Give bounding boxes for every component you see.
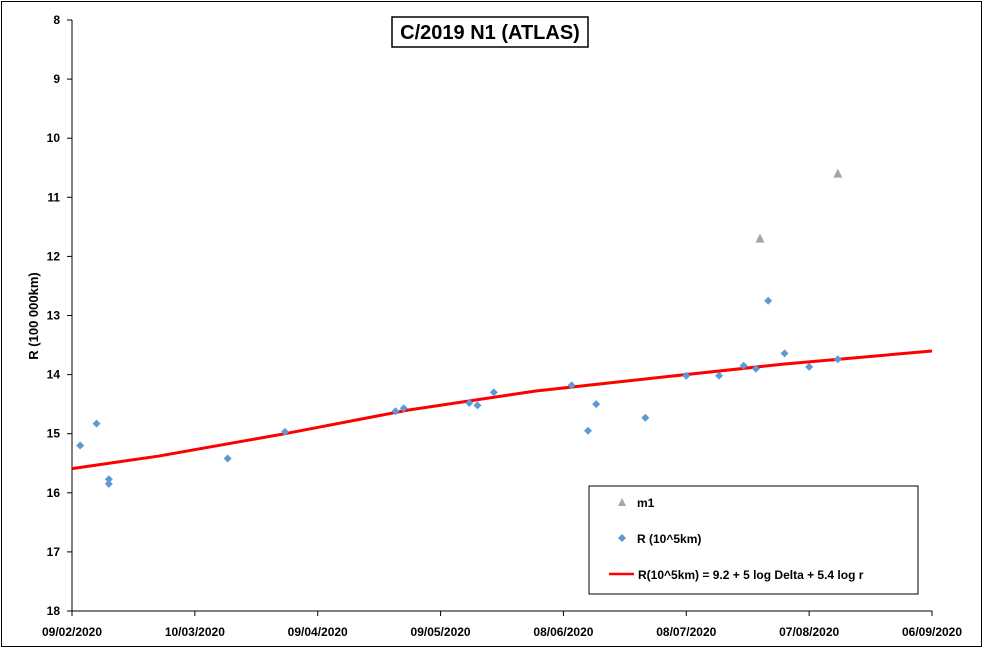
y-tick-label: 10 [47,131,61,145]
r-point [805,362,814,371]
r-point [584,426,592,435]
legend-box [588,485,919,595]
r-point [641,413,650,422]
r-point [399,404,408,413]
r-point [104,475,113,484]
r-point [104,479,113,488]
r-point [92,419,101,428]
r-point [223,454,232,463]
y-tick-label: 11 [47,190,60,204]
r-point [780,349,789,358]
legend: m1 R (10^5km) R(10^5km) = 9.2 + 5 log De… [588,485,919,595]
m1-point [755,233,765,243]
legend-r-label: R (10^5km) [637,532,701,546]
x-tick-label: 08/06/2020 [533,625,593,639]
y-ticks: 8 9 10 11 12 13 14 15 16 17 18 [47,13,72,618]
r-point [764,296,773,305]
r-point [567,381,576,390]
fit-line-layer [71,349,933,471]
r-point [473,401,482,410]
chart-title-text: C/2019 N1 (ATLAS) [400,22,580,44]
r-point [751,364,760,373]
y-tick-label: 17 [47,545,61,559]
r-point [592,400,601,409]
m1-point [833,168,843,178]
x-tick-label: 09/02/2020 [42,625,102,639]
legend-m1-marker [618,498,626,506]
r-point [739,361,748,370]
r-point [682,371,691,380]
chart-title: C/2019 N1 (ATLAS) [391,16,589,48]
y-tick-label: 13 [47,309,61,323]
x-tick-label: 09/04/2020 [288,625,348,639]
x-ticks: 09/02/2020 10/03/2020 09/04/2020 09/05/2020… [42,611,962,639]
chart-title-box [391,16,589,48]
legend-r-marker [618,534,626,542]
fit-line [71,349,933,471]
r-point [391,407,400,416]
x-tick-label: 10/03/2020 [165,625,225,639]
y-axis-title: R (100 000km) [26,272,41,359]
r-point [489,388,498,397]
y-tick-label: 14 [47,368,61,382]
y-tick-label: 8 [53,13,60,27]
x-tick-label: 08/07/2020 [656,625,716,639]
legend-fit-label: R(10^5km) = 9.2 + 5 log Delta + 5.4 log … [638,568,864,582]
y-tick-label: 18 [47,604,61,618]
y-tick-label: 16 [47,486,61,500]
r-point [465,398,474,407]
r-point [833,355,842,364]
r-point [715,371,724,380]
y-tick-label: 12 [47,249,61,263]
legend-m1-label: m1 [637,496,655,510]
x-tick-label: 07/08/2020 [779,625,839,639]
y-tick-label: 9 [53,72,60,86]
y-tick-label: 15 [47,427,61,441]
x-tick-label: 06/09/2020 [902,625,962,639]
x-tick-label: 09/05/2020 [411,625,471,639]
r-point [280,427,289,436]
points-layer [76,168,843,488]
r-point [76,441,85,450]
